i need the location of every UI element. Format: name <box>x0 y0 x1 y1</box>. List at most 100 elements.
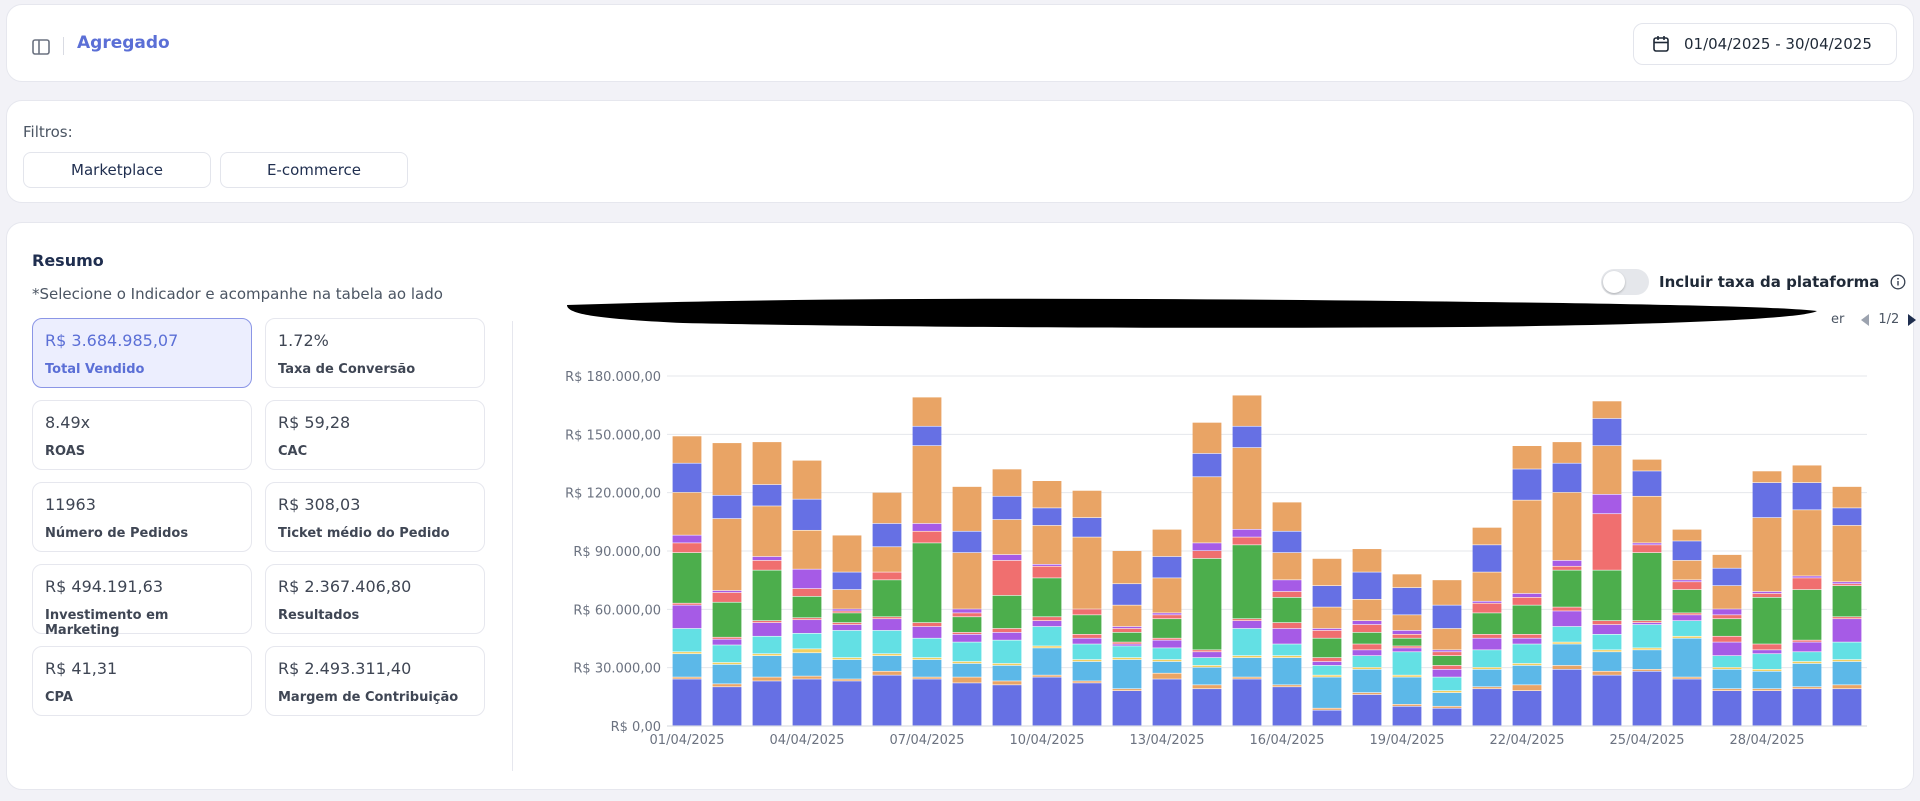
bar-segment[interactable] <box>1472 603 1502 613</box>
bar-segment[interactable] <box>1752 593 1782 598</box>
bar-segment[interactable] <box>1232 621 1262 629</box>
bar-segment[interactable] <box>1192 665 1222 668</box>
bar-segment[interactable] <box>1552 463 1582 493</box>
bar-segment[interactable] <box>1152 673 1182 679</box>
bar-segment[interactable] <box>1232 619 1262 621</box>
bar-segment[interactable] <box>952 486 982 531</box>
bar-segment[interactable] <box>1152 578 1182 613</box>
bar-segment[interactable] <box>1632 459 1662 471</box>
bar-segment[interactable] <box>1432 665 1462 670</box>
bar-segment[interactable] <box>1792 578 1822 590</box>
bar-segment[interactable] <box>1472 650 1502 668</box>
bar-segment[interactable] <box>1752 471 1782 483</box>
bar-segment[interactable] <box>1672 677 1702 679</box>
bar-segment[interactable] <box>1072 681 1102 683</box>
bar-segment[interactable] <box>832 613 862 623</box>
bar-segment[interactable] <box>792 676 822 679</box>
bar-segment[interactable] <box>912 523 942 531</box>
bar-segment[interactable] <box>912 622 942 627</box>
bar-segment[interactable] <box>1272 552 1302 580</box>
bar-segment[interactable] <box>1832 689 1862 726</box>
bar-segment[interactable] <box>1592 675 1622 726</box>
bar-segment[interactable] <box>1672 636 1702 638</box>
bar-segment[interactable] <box>1272 644 1302 656</box>
bar-segment[interactable] <box>912 543 942 623</box>
info-icon[interactable] <box>1889 273 1907 291</box>
bar-segment[interactable] <box>1672 621 1702 636</box>
bar-segment[interactable] <box>1072 537 1102 609</box>
bar-segment[interactable] <box>1592 494 1622 514</box>
bar-segment[interactable] <box>992 554 1022 561</box>
bar-segment[interactable] <box>712 687 742 726</box>
bar-segment[interactable] <box>912 679 942 726</box>
bar-segment[interactable] <box>1712 691 1742 726</box>
bar-segment[interactable] <box>952 642 982 662</box>
bar-segment[interactable] <box>912 657 942 660</box>
bar-segment[interactable] <box>1592 650 1622 652</box>
bar-segment[interactable] <box>1272 597 1302 623</box>
bar-segment[interactable] <box>992 640 1022 664</box>
bar-segment[interactable] <box>1112 628 1142 633</box>
bar-segment[interactable] <box>872 580 902 617</box>
bar-segment[interactable] <box>1512 597 1542 605</box>
bar-segment[interactable] <box>1392 677 1422 705</box>
bar-segment[interactable] <box>1592 652 1622 671</box>
bar-segment[interactable] <box>1312 558 1342 586</box>
bar-segment[interactable] <box>832 624 862 631</box>
bar-segment[interactable] <box>1392 646 1422 648</box>
filter-ecommerce-button[interactable]: E-commerce <box>220 152 408 188</box>
bar-segment[interactable] <box>1512 685 1542 691</box>
bar-segment[interactable] <box>952 661 982 664</box>
bar-segment[interactable] <box>1632 621 1662 623</box>
bar-segment[interactable] <box>1472 601 1502 603</box>
bar-segment[interactable] <box>1792 465 1822 483</box>
bar-segment[interactable] <box>752 622 782 636</box>
bar-segment[interactable] <box>952 683 982 726</box>
bar-segment[interactable] <box>872 675 902 726</box>
bar-segment[interactable] <box>1152 619 1182 638</box>
bar-segment[interactable] <box>1232 447 1262 530</box>
bar-segment[interactable] <box>1792 663 1822 687</box>
bar-segment[interactable] <box>1432 580 1462 605</box>
bar-segment[interactable] <box>712 662 742 665</box>
bar-segment[interactable] <box>1152 661 1182 673</box>
bar-segment[interactable] <box>1152 529 1182 557</box>
bar-segment[interactable] <box>1472 667 1502 670</box>
bar-segment[interactable] <box>752 681 782 726</box>
bar-segment[interactable] <box>1752 671 1782 689</box>
bar-segment[interactable] <box>1072 609 1102 615</box>
bar-segment[interactable] <box>1272 591 1302 598</box>
bar-segment[interactable] <box>752 621 782 623</box>
bar-segment[interactable] <box>672 603 702 605</box>
bar-segment[interactable] <box>952 617 982 633</box>
bar-segment[interactable] <box>1312 665 1342 675</box>
legend-next-button[interactable] <box>1907 313 1917 327</box>
bar-segment[interactable] <box>1792 589 1822 640</box>
bar-segment[interactable] <box>1792 576 1822 578</box>
legend-prev-button[interactable] <box>1860 313 1870 327</box>
bar-segment[interactable] <box>1192 650 1222 652</box>
bar-segment[interactable] <box>1112 659 1142 689</box>
bar-segment[interactable] <box>1712 586 1742 609</box>
bar-segment[interactable] <box>1152 556 1182 578</box>
bar-segment[interactable] <box>792 633 822 649</box>
bar-segment[interactable] <box>1632 624 1662 648</box>
bar-segment[interactable] <box>1152 613 1182 615</box>
bar-segment[interactable] <box>1352 692 1382 695</box>
bar-segment[interactable] <box>1552 570 1582 607</box>
bar-segment[interactable] <box>872 492 902 524</box>
bar-segment[interactable] <box>1592 418 1622 446</box>
bar-segment[interactable] <box>832 622 862 625</box>
bar-segment[interactable] <box>1832 685 1862 689</box>
bar-segment[interactable] <box>1472 638 1502 650</box>
bar-segment[interactable] <box>992 628 1022 633</box>
bar-segment[interactable] <box>1432 650 1462 652</box>
bar-segment[interactable] <box>992 469 1022 496</box>
bar-segment[interactable] <box>1672 582 1702 590</box>
bar-segment[interactable] <box>672 543 702 553</box>
bar-segment[interactable] <box>1472 545 1502 572</box>
bar-segment[interactable] <box>1152 648 1182 660</box>
bar-segment[interactable] <box>1752 482 1782 518</box>
bar-segment[interactable] <box>1672 613 1702 615</box>
date-range-picker[interactable]: 01/04/2025 - 30/04/2025 <box>1633 23 1897 65</box>
